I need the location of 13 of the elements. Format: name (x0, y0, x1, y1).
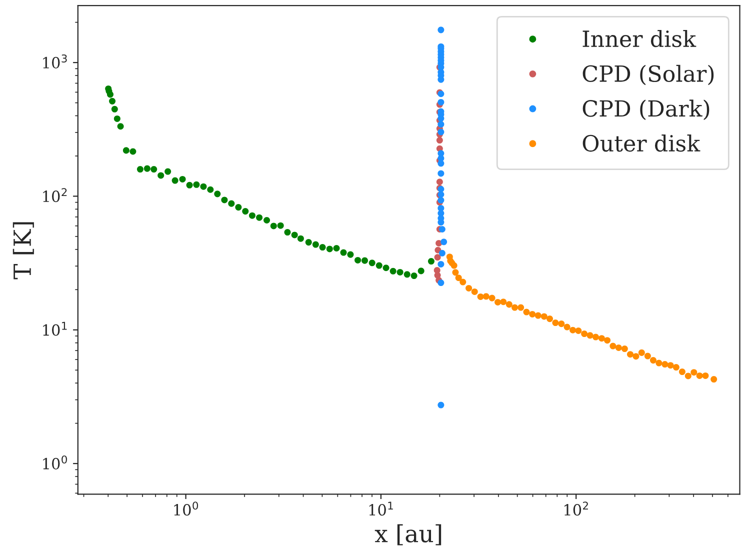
x-axis-title: x [au] (374, 524, 442, 546)
legend-label: CPD (Solar) (582, 64, 714, 86)
x-tick-label: 10$^{1}$ (369, 502, 393, 516)
y-tick-label: 10$^{1}$ (43, 322, 67, 336)
y-tick-label: 10$^{3}$ (43, 54, 67, 68)
y-tick-label: 10$^{0}$ (43, 455, 67, 470)
legend-label: Outer disk (582, 134, 700, 152)
x-tick-label: 10$^{0}$ (174, 502, 198, 516)
legend-label: CPD (Dark) (582, 100, 710, 120)
y-tick-label: 10$^{2}$ (43, 188, 67, 202)
legend-label: Inner disk (582, 30, 696, 48)
y-axis-title: T [K] (12, 222, 34, 280)
x-tick-label: 10$^{2}$ (564, 502, 588, 516)
